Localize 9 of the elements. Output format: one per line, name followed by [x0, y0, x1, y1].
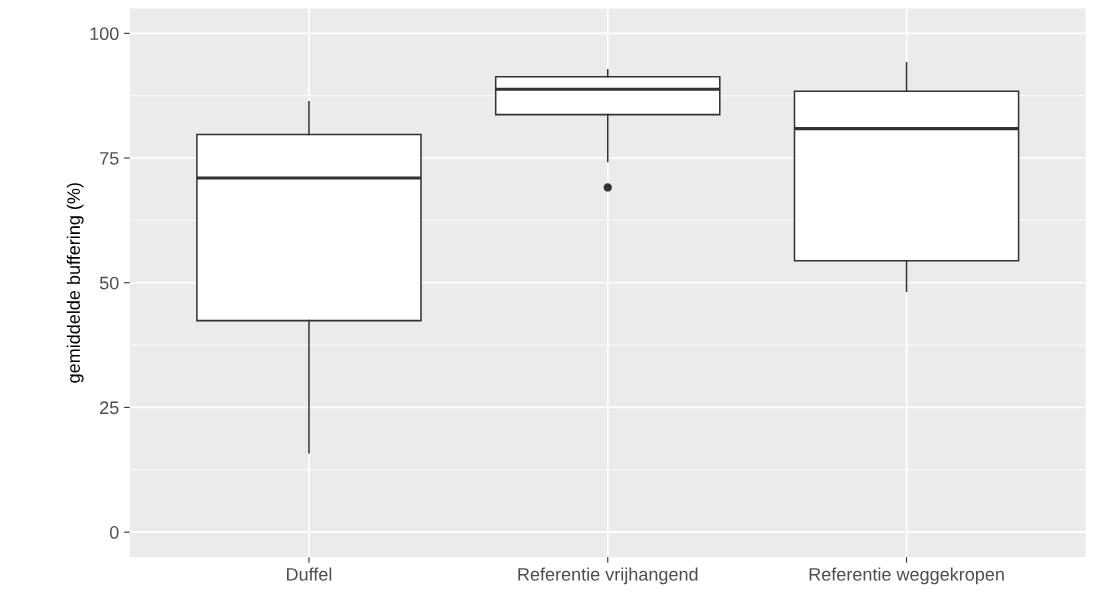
y-tick-label: 100 — [90, 27, 119, 41]
y-axis-title: gemiddelde buffering (%) — [66, 183, 84, 383]
x-tick-label: Duffel — [287, 567, 332, 581]
y-tick-label: 50 — [99, 276, 119, 290]
y-tick-label: 25 — [100, 401, 119, 415]
y-tick-label: 0 — [109, 526, 119, 539]
y-tick-label: 75 — [100, 152, 119, 165]
x-tick-label: Referentie weggekropen — [809, 567, 1004, 585]
x-tick-label: Referentie vrijhangend — [518, 567, 698, 585]
